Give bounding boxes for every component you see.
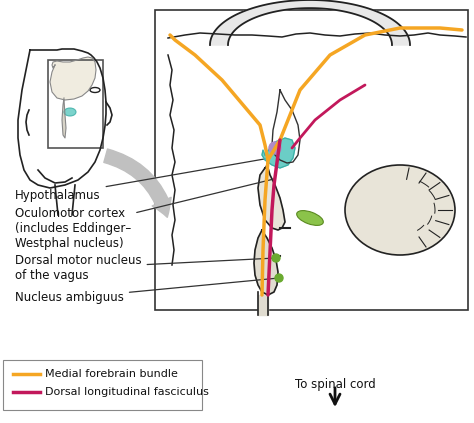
- Text: Hypothalamus: Hypothalamus: [15, 159, 267, 201]
- Polygon shape: [210, 0, 410, 45]
- Ellipse shape: [297, 211, 323, 225]
- Circle shape: [272, 254, 280, 262]
- FancyBboxPatch shape: [155, 10, 468, 310]
- Polygon shape: [262, 138, 295, 168]
- FancyBboxPatch shape: [3, 360, 202, 410]
- Polygon shape: [50, 57, 96, 100]
- Ellipse shape: [345, 165, 455, 255]
- Text: To spinal cord: To spinal cord: [295, 378, 375, 391]
- Text: Oculomotor cortex
(includes Eddinger–
Westphal nucleus): Oculomotor cortex (includes Eddinger– We…: [15, 179, 275, 250]
- Text: Medial forebrain bundle: Medial forebrain bundle: [45, 369, 178, 379]
- Text: Dorsal motor nucleus
of the vagus: Dorsal motor nucleus of the vagus: [15, 254, 273, 282]
- Polygon shape: [258, 165, 285, 230]
- Text: Nucleus ambiguus: Nucleus ambiguus: [15, 278, 276, 305]
- Circle shape: [275, 274, 283, 282]
- Polygon shape: [62, 98, 66, 138]
- Polygon shape: [254, 230, 278, 295]
- Ellipse shape: [64, 108, 76, 116]
- Text: Dorsal longitudinal fasciculus: Dorsal longitudinal fasciculus: [45, 387, 209, 397]
- FancyArrowPatch shape: [104, 149, 171, 217]
- Circle shape: [269, 142, 281, 154]
